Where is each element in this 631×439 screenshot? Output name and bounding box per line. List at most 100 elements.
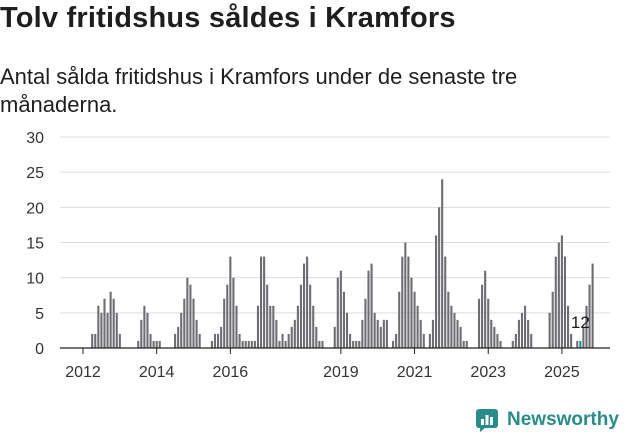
- bar: [232, 277, 235, 348]
- x-tick-label: 2016: [213, 364, 249, 381]
- bar: [554, 256, 557, 348]
- bar: [293, 319, 296, 348]
- bar: [247, 340, 250, 348]
- bar: [152, 340, 155, 348]
- bar: [517, 319, 520, 348]
- bar: [235, 305, 238, 348]
- bar: [392, 340, 395, 348]
- bar: [355, 340, 358, 348]
- bar: [177, 326, 180, 348]
- chart-subtitle: Antal sålda fritidshus i Kramfors under …: [0, 64, 518, 117]
- bar: [551, 291, 554, 348]
- bar: [226, 284, 229, 348]
- bar: [358, 340, 361, 348]
- bar: [413, 291, 416, 348]
- bar: [563, 256, 567, 348]
- bar: [115, 312, 118, 348]
- brand-name: Newsworthy: [507, 409, 619, 430]
- bar: [149, 333, 152, 348]
- bar: [477, 298, 481, 348]
- bar: [336, 277, 339, 348]
- bar: [241, 340, 244, 348]
- bar: [97, 305, 100, 348]
- highlight-value-label: 12: [571, 313, 590, 332]
- bar: [450, 305, 453, 348]
- bar: [382, 319, 385, 348]
- bar: [100, 312, 103, 348]
- chart-annotations: 12: [571, 313, 590, 332]
- y-tick-label: 30: [26, 130, 44, 147]
- bar: [582, 326, 585, 348]
- bar: [174, 333, 177, 348]
- bar: [198, 333, 201, 348]
- bar: [370, 263, 373, 348]
- bar: [290, 326, 293, 348]
- bar: [493, 326, 496, 348]
- bar: [318, 340, 321, 348]
- bar: [514, 333, 517, 348]
- bar: [195, 319, 198, 348]
- bar: [496, 333, 499, 348]
- bar: [560, 235, 563, 348]
- bar: [447, 291, 450, 348]
- y-tick-label: 15: [26, 236, 44, 253]
- bar: [434, 235, 438, 348]
- bar: [585, 305, 588, 348]
- bar: [345, 312, 349, 348]
- bar: [367, 270, 370, 348]
- bar: [312, 305, 315, 348]
- bar: [416, 305, 419, 348]
- bar: [155, 340, 158, 348]
- newsworthy-logo[interactable]: Newsworthy: [475, 408, 619, 432]
- bar: [438, 207, 441, 348]
- bar: [180, 312, 183, 348]
- y-tick-label: 10: [26, 271, 44, 288]
- bar: [333, 326, 336, 348]
- bar: [487, 298, 490, 348]
- bar: [158, 340, 161, 348]
- bar: [284, 340, 287, 348]
- bar: [404, 242, 407, 348]
- bar: [441, 179, 444, 348]
- bar: [410, 277, 413, 348]
- y-tick-label: 20: [26, 200, 44, 217]
- bar: [401, 256, 404, 348]
- x-tick-label: 2012: [65, 364, 101, 381]
- bar: [220, 326, 223, 348]
- bar: [385, 319, 388, 348]
- bar: [281, 333, 284, 348]
- bar: [419, 319, 422, 348]
- bar: [530, 333, 533, 348]
- bar: [250, 340, 253, 348]
- bar: [453, 312, 456, 348]
- bar: [364, 298, 367, 348]
- bar: [481, 284, 484, 348]
- bar: [321, 340, 324, 348]
- bar: [428, 333, 431, 348]
- bar: [302, 263, 306, 348]
- bar: [465, 340, 468, 348]
- bar: [223, 298, 226, 348]
- y-tick-label: 0: [35, 341, 44, 358]
- bar: [103, 298, 106, 348]
- x-tick-label: 2021: [397, 364, 433, 381]
- bar: [499, 340, 502, 348]
- bar: [278, 340, 281, 348]
- bar: [444, 256, 447, 348]
- bar: [361, 319, 364, 348]
- bar: [210, 340, 213, 348]
- bar: [186, 277, 189, 348]
- bar: [588, 284, 591, 348]
- x-tick-label: 2025: [544, 364, 580, 381]
- bar: [229, 256, 232, 348]
- bar: [106, 312, 109, 348]
- bar: [269, 305, 272, 348]
- bar: [591, 263, 594, 348]
- page-title: Tolv fritidshus såldes i Kramfors: [0, 2, 456, 34]
- bar: [192, 298, 195, 348]
- highlight-bar: [579, 340, 582, 348]
- x-tick-label: 2019: [323, 364, 359, 381]
- x-tick-label: 2023: [470, 364, 506, 381]
- bar: [183, 298, 186, 348]
- bar: [520, 312, 524, 348]
